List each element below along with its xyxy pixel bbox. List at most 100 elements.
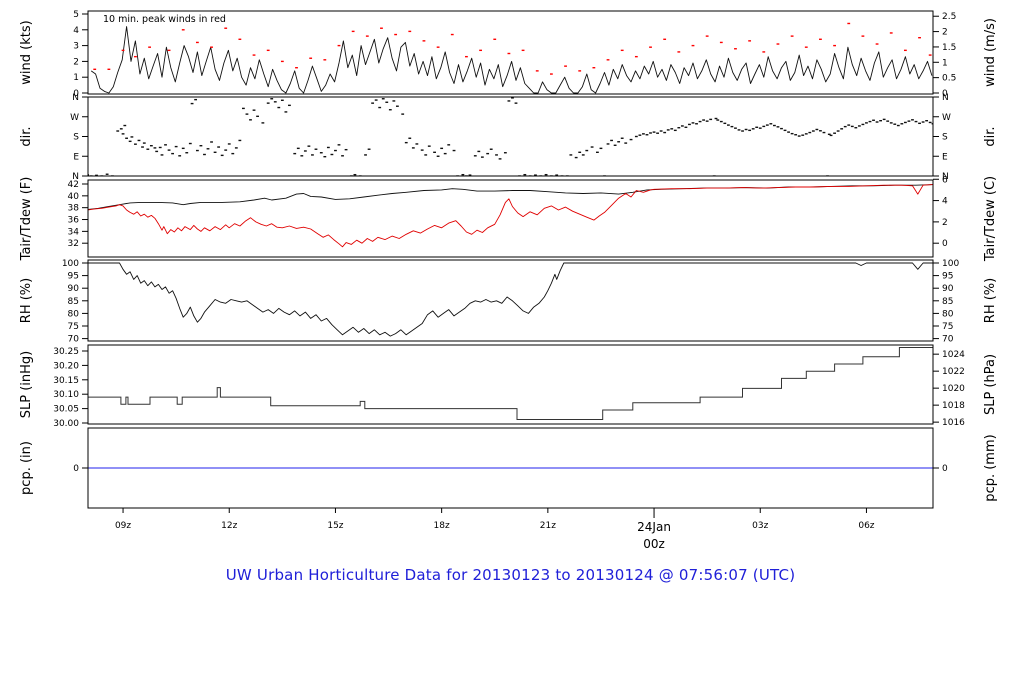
svg-text:5: 5 bbox=[73, 10, 79, 20]
axis-label-left-wind: wind (kts) bbox=[19, 20, 34, 84]
svg-text:0: 0 bbox=[73, 464, 79, 474]
svg-text:30.15: 30.15 bbox=[53, 376, 79, 386]
svg-text:30.25: 30.25 bbox=[53, 347, 79, 357]
svg-text:30.00: 30.00 bbox=[53, 419, 79, 429]
x-tick-label: 09z bbox=[115, 521, 131, 531]
svg-text:34: 34 bbox=[68, 227, 80, 237]
svg-text:2: 2 bbox=[942, 28, 948, 38]
panel-frame-pcp bbox=[87, 427, 934, 509]
svg-text:30.05: 30.05 bbox=[53, 405, 79, 415]
svg-text:90: 90 bbox=[942, 284, 954, 294]
svg-text:0: 0 bbox=[942, 239, 948, 249]
svg-text:N: N bbox=[72, 93, 79, 103]
svg-text:75: 75 bbox=[942, 322, 953, 332]
panel-wind: 0 1 2 3 4 5 0 0.5 1 1.5 2 2.5 wind (kts) wind (m/s) 10… bbox=[19, 10, 998, 99]
svg-text:N: N bbox=[942, 172, 949, 182]
y-ticks-right-pcp: 0 bbox=[933, 464, 948, 474]
svg-text:N: N bbox=[942, 93, 949, 103]
svg-text:40: 40 bbox=[68, 192, 80, 202]
y-ticks-left-rh: 100 95 90 85 80 75 70 bbox=[62, 259, 88, 345]
svg-text:95: 95 bbox=[68, 272, 79, 282]
peak-wind-kts-dots bbox=[93, 22, 932, 75]
svg-text:1: 1 bbox=[73, 73, 79, 83]
svg-text:100: 100 bbox=[62, 259, 79, 269]
y-ticks-left-wind: 0 1 2 3 4 5 bbox=[73, 10, 88, 99]
axis-label-right-slp: SLP (hPa) bbox=[983, 354, 998, 415]
x-tick-label: 06z bbox=[858, 521, 874, 531]
svg-text:70: 70 bbox=[942, 335, 954, 345]
panel-frame-wind bbox=[87, 10, 934, 95]
svg-text:1018: 1018 bbox=[942, 401, 965, 411]
y-ticks-right-temp: 0 2 4 6 bbox=[933, 175, 948, 249]
panel-frame-temp bbox=[87, 179, 934, 258]
svg-text:1022: 1022 bbox=[942, 367, 965, 377]
svg-text:1016: 1016 bbox=[942, 418, 965, 428]
y-ticks-right-wind: 0 0.5 1 1.5 2 2.5 bbox=[933, 12, 956, 99]
svg-text:W: W bbox=[70, 113, 79, 123]
panel-frame-slp bbox=[87, 344, 934, 425]
axis-label-right-wind: wind (m/s) bbox=[983, 18, 998, 87]
axis-label-right-temp: Tair/Tdew (C) bbox=[983, 176, 998, 262]
y-ticks-left-pcp: 0 bbox=[73, 464, 88, 474]
meteogram-chart: 0 1 2 3 4 5 0 0.5 1 1.5 2 2.5 wind (kts) wind (m/s) 10… bbox=[19, 10, 998, 551]
tair-f-line bbox=[88, 184, 933, 210]
x-tick-label: 18z bbox=[434, 521, 450, 531]
svg-text:0: 0 bbox=[942, 89, 948, 99]
panel-frame-rh bbox=[87, 259, 934, 342]
svg-text:36: 36 bbox=[68, 216, 80, 226]
axis-label-right-dir: dir. bbox=[983, 126, 998, 146]
svg-text:2.5: 2.5 bbox=[942, 12, 956, 22]
y-ticks-right-slp: 1016 1018 1020 1022 1024 bbox=[933, 350, 965, 428]
wind-direction-deg-dots bbox=[88, 97, 933, 176]
peak-wind-annotation: 10 min. peak winds in red bbox=[103, 14, 226, 25]
svg-text:30.10: 30.10 bbox=[53, 390, 79, 400]
svg-text:6: 6 bbox=[942, 175, 948, 185]
svg-text:0: 0 bbox=[942, 464, 948, 474]
svg-text:E: E bbox=[73, 152, 79, 162]
svg-text:W: W bbox=[942, 113, 951, 123]
svg-text:70: 70 bbox=[68, 335, 80, 345]
x-tick-label: 12z bbox=[221, 521, 237, 531]
svg-text:90: 90 bbox=[68, 284, 80, 294]
panel-rh: 100 95 90 85 80 75 70 100 95 90 85 80 75 70 RH (%) RH (… bbox=[19, 259, 998, 345]
wind-speed-kts-line bbox=[90, 26, 933, 94]
axis-label-left-pcp: pcp. (in) bbox=[19, 441, 34, 495]
rh-pct-line bbox=[88, 262, 933, 337]
x-tick-label: 15z bbox=[327, 521, 343, 531]
chart-title: UW Urban Horticulture Data for 20130123 … bbox=[225, 566, 796, 584]
y-ticks-left-slp: 30.25 30.20 30.15 30.10 30.05 30.00 bbox=[53, 347, 88, 429]
svg-text:0: 0 bbox=[73, 89, 79, 99]
tdew-f-line bbox=[88, 184, 933, 248]
svg-text:95: 95 bbox=[942, 272, 953, 282]
axis-label-left-rh: RH (%) bbox=[19, 278, 34, 323]
svg-text:30.20: 30.20 bbox=[53, 361, 79, 371]
svg-text:N: N bbox=[72, 172, 79, 182]
svg-text:2: 2 bbox=[73, 57, 79, 67]
x-tick-label-hour: 00z bbox=[643, 537, 665, 551]
x-tick-label: 03z bbox=[752, 521, 768, 531]
svg-text:S: S bbox=[942, 133, 948, 143]
svg-text:85: 85 bbox=[942, 297, 953, 307]
slp-inhg-line bbox=[88, 347, 933, 420]
svg-text:1020: 1020 bbox=[942, 384, 965, 394]
svg-text:85: 85 bbox=[68, 297, 79, 307]
svg-text:1.5: 1.5 bbox=[942, 43, 956, 53]
svg-text:1: 1 bbox=[942, 58, 948, 68]
svg-text:42: 42 bbox=[68, 180, 79, 190]
svg-text:1024: 1024 bbox=[942, 350, 965, 360]
svg-text:80: 80 bbox=[68, 309, 80, 319]
svg-text:38: 38 bbox=[68, 204, 80, 214]
axis-label-right-pcp: pcp. (mm) bbox=[983, 434, 998, 501]
x-axis: 09z 12z 15z 18z 21z 24Jan 00z 03z 06z bbox=[115, 508, 875, 551]
svg-text:80: 80 bbox=[942, 309, 954, 319]
svg-text:100: 100 bbox=[942, 259, 959, 269]
panel-pcp: 0 0 pcp. (in) pcp. (mm) bbox=[19, 427, 998, 509]
axis-label-right-rh: RH (%) bbox=[983, 278, 998, 323]
svg-text:75: 75 bbox=[68, 322, 79, 332]
